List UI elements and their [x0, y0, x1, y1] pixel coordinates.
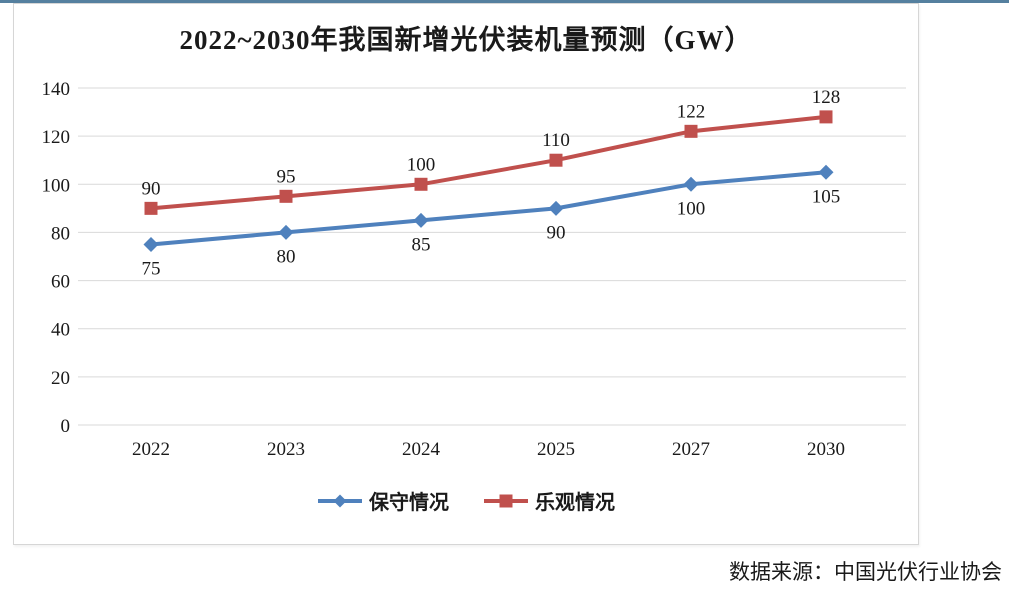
legend-item-conservative: 保守情况 [317, 486, 449, 515]
data-label: 95 [277, 166, 296, 187]
x-tick-label: 2030 [807, 439, 845, 460]
x-tick-label: 2025 [537, 439, 575, 460]
data-point-marker [144, 201, 158, 215]
legend-label-optimistic: 乐观情况 [535, 492, 615, 514]
data-point-marker [819, 110, 833, 124]
data-point-marker [413, 212, 429, 228]
series-line [150, 170, 827, 247]
data-label: 128 [812, 87, 841, 108]
x-tick-label: 2027 [672, 439, 710, 460]
data-label: 85 [412, 234, 431, 255]
y-tick-label: 60 [51, 272, 70, 293]
data-point-marker [818, 164, 834, 180]
data-label: 122 [677, 101, 706, 122]
y-tick-label: 100 [42, 175, 71, 196]
x-tick-label: 2023 [267, 439, 305, 460]
source-note: 数据来源：中国光伏行业协会 [729, 560, 1002, 584]
data-label: 80 [277, 246, 296, 267]
y-tick-label: 140 [42, 79, 71, 100]
data-point-marker [278, 224, 294, 240]
data-label: 75 [142, 258, 161, 279]
x-tick-label: 2022 [132, 439, 170, 460]
data-label: 105 [812, 186, 841, 207]
data-label: 100 [407, 154, 436, 175]
data-point-marker [279, 189, 293, 203]
line-chart: 0 20 40 60 80 100 120 140 2022 2023 2024 2025 2027 20… [42, 79, 906, 460]
diamond-marker-icon [318, 494, 362, 507]
data-label: 110 [542, 130, 570, 151]
data-point-marker [684, 124, 698, 138]
y-tick-label: 80 [51, 223, 70, 244]
square-marker-icon [484, 494, 528, 507]
data-label: 90 [142, 178, 161, 199]
data-label: 90 [547, 222, 566, 243]
data-point-marker [548, 200, 564, 216]
x-tick-label: 2024 [402, 439, 441, 460]
y-tick-label: 0 [61, 416, 71, 437]
series-line [150, 114, 827, 211]
data-point-marker [683, 176, 699, 192]
data-label: 100 [677, 198, 706, 219]
chart-frame: 2022~2030年我国新增光伏装机量预测（GW） 0 20 40 60 80 100 12… [13, 3, 919, 545]
legend-label-conservative: 保守情况 [369, 492, 449, 514]
top-accent-line [0, 0, 1009, 3]
y-tick-label: 40 [51, 320, 70, 341]
legend-item-optimistic: 乐观情况 [483, 486, 615, 515]
data-point-marker [549, 153, 563, 167]
y-tick-label: 120 [42, 127, 71, 148]
data-point-marker [143, 236, 159, 252]
chart-legend: 保守情况 乐观情况 [14, 486, 918, 515]
chart-title: 2022~2030年我国新增光伏装机量预测（GW） [179, 25, 753, 55]
data-point-marker [414, 177, 428, 191]
y-tick-label: 20 [51, 368, 70, 389]
